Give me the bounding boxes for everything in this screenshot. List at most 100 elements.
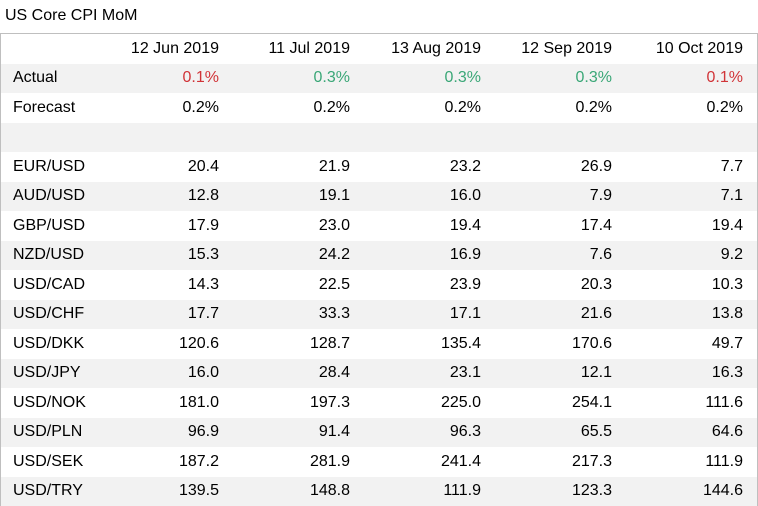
data-table: 12 Jun 2019 11 Jul 2019 13 Aug 2019 12 S… bbox=[0, 33, 758, 506]
date-header: 13 Aug 2019 bbox=[363, 40, 494, 58]
pair-value: 7.9 bbox=[494, 187, 625, 205]
pair-value: 26.9 bbox=[494, 158, 625, 176]
row-label: Actual bbox=[1, 69, 101, 87]
forecast-value: 0.2% bbox=[494, 99, 625, 117]
pair-value: 49.7 bbox=[625, 335, 756, 353]
pair-value: 10.3 bbox=[625, 276, 756, 294]
pair-value: 65.5 bbox=[494, 423, 625, 441]
pair-value: 123.3 bbox=[494, 482, 625, 500]
pair-value: 16.0 bbox=[363, 187, 494, 205]
pair-value: 91.4 bbox=[232, 423, 363, 441]
pair-value: 19.4 bbox=[625, 217, 756, 235]
actual-value: 0.3% bbox=[232, 69, 363, 87]
pair-value: 23.2 bbox=[363, 158, 494, 176]
pair-value: 24.2 bbox=[232, 246, 363, 264]
forecast-row: Forecast 0.2% 0.2% 0.2% 0.2% 0.2% bbox=[1, 93, 757, 123]
pair-value: 16.3 bbox=[625, 364, 756, 382]
row-label: Forecast bbox=[1, 99, 101, 117]
pair-value: 19.4 bbox=[363, 217, 494, 235]
pair-value: 281.9 bbox=[232, 453, 363, 471]
pair-value: 96.9 bbox=[101, 423, 232, 441]
pair-value: 17.7 bbox=[101, 305, 232, 323]
table-title: US Core CPI MoM bbox=[0, 0, 758, 33]
pair-value: 17.9 bbox=[101, 217, 232, 235]
forecast-value: 0.2% bbox=[101, 99, 232, 117]
row-label: USD/SEK bbox=[1, 453, 101, 471]
pair-value: 20.4 bbox=[101, 158, 232, 176]
pair-value: 120.6 bbox=[101, 335, 232, 353]
pair-value: 7.7 bbox=[625, 158, 756, 176]
pair-value: 22.5 bbox=[232, 276, 363, 294]
date-header: 12 Jun 2019 bbox=[101, 40, 232, 58]
forecast-value: 0.2% bbox=[232, 99, 363, 117]
pair-value: 17.4 bbox=[494, 217, 625, 235]
pair-value: 144.6 bbox=[625, 482, 756, 500]
date-header: 10 Oct 2019 bbox=[625, 40, 756, 58]
pair-value: 21.6 bbox=[494, 305, 625, 323]
pair-value: 20.3 bbox=[494, 276, 625, 294]
pair-value: 148.8 bbox=[232, 482, 363, 500]
pair-value: 225.0 bbox=[363, 394, 494, 412]
row-label: USD/TRY bbox=[1, 482, 101, 500]
forecast-value: 0.2% bbox=[363, 99, 494, 117]
header-row: 12 Jun 2019 11 Jul 2019 13 Aug 2019 12 S… bbox=[1, 34, 757, 64]
row-label: GBP/USD bbox=[1, 217, 101, 235]
pair-value: 21.9 bbox=[232, 158, 363, 176]
pair-value: 111.9 bbox=[625, 453, 756, 471]
pair-value: 23.9 bbox=[363, 276, 494, 294]
actual-value: 0.3% bbox=[494, 69, 625, 87]
pair-value: 13.8 bbox=[625, 305, 756, 323]
pair-value: 12.8 bbox=[101, 187, 232, 205]
pair-value: 241.4 bbox=[363, 453, 494, 471]
pair-value: 187.2 bbox=[101, 453, 232, 471]
actual-value: 0.1% bbox=[101, 69, 232, 87]
pair-value: 15.3 bbox=[101, 246, 232, 264]
pair-value: 7.6 bbox=[494, 246, 625, 264]
date-header: 12 Sep 2019 bbox=[494, 40, 625, 58]
row-label: USD/NOK bbox=[1, 394, 101, 412]
actual-value: 0.1% bbox=[625, 69, 756, 87]
row-label: USD/PLN bbox=[1, 423, 101, 441]
date-header: 11 Jul 2019 bbox=[232, 40, 363, 58]
pair-value: 217.3 bbox=[494, 453, 625, 471]
pair-value: 12.1 bbox=[494, 364, 625, 382]
row-label: AUD/USD bbox=[1, 187, 101, 205]
pair-value: 23.0 bbox=[232, 217, 363, 235]
forecast-value: 0.2% bbox=[625, 99, 756, 117]
pair-value: 181.0 bbox=[101, 394, 232, 412]
pair-value: 7.1 bbox=[625, 187, 756, 205]
pair-value: 254.1 bbox=[494, 394, 625, 412]
pair-value: 111.6 bbox=[625, 394, 756, 412]
pair-value: 128.7 bbox=[232, 335, 363, 353]
pair-value: 9.2 bbox=[625, 246, 756, 264]
spacer-row bbox=[1, 123, 757, 153]
actual-row: Actual 0.1% 0.3% 0.3% 0.3% 0.1% bbox=[1, 64, 757, 94]
row-label: EUR/USD bbox=[1, 158, 101, 176]
pair-value: 170.6 bbox=[494, 335, 625, 353]
row-label: NZD/USD bbox=[1, 246, 101, 264]
pair-value: 17.1 bbox=[363, 305, 494, 323]
pair-value: 111.9 bbox=[363, 482, 494, 500]
pair-value: 14.3 bbox=[101, 276, 232, 294]
actual-value: 0.3% bbox=[363, 69, 494, 87]
pair-value: 16.9 bbox=[363, 246, 494, 264]
pair-value: 19.1 bbox=[232, 187, 363, 205]
row-label: USD/CAD bbox=[1, 276, 101, 294]
pair-value: 135.4 bbox=[363, 335, 494, 353]
row-label: USD/JPY bbox=[1, 364, 101, 382]
pair-value: 16.0 bbox=[101, 364, 232, 382]
pair-value: 64.6 bbox=[625, 423, 756, 441]
